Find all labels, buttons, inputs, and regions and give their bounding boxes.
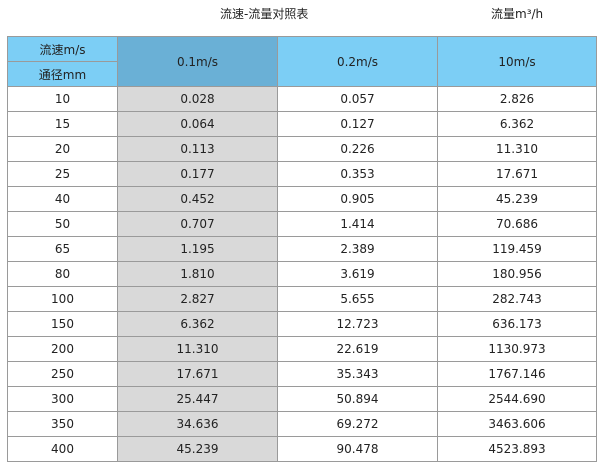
flow-cell: 12.723 [277, 311, 438, 337]
table-row: 80 1.810 3.619 180.956 [7, 261, 597, 287]
flow-cell: 1.195 [117, 236, 278, 262]
flow-cell: 25.447 [117, 386, 278, 412]
table-row: 10 0.028 0.057 2.826 [7, 86, 597, 112]
diameter-cell: 200 [7, 336, 118, 362]
velocity-header: 流速m/s [7, 36, 118, 62]
diameter-cell: 15 [7, 111, 118, 137]
flow-cell: 45.239 [117, 436, 278, 462]
table-row: 40 0.452 0.905 45.239 [7, 186, 597, 212]
flow-table: 流速m/s 0.1m/s 0.2m/s 10m/s 通径mm 10 0.028 0.… [7, 36, 597, 462]
flow-cell: 11.310 [117, 336, 278, 362]
flow-cell: 90.478 [277, 436, 438, 462]
flow-cell: 0.226 [277, 136, 438, 162]
table-row: 15 0.064 0.127 6.362 [7, 111, 597, 137]
flow-cell: 3.619 [277, 261, 438, 287]
diameter-header: 通径mm [7, 61, 118, 87]
flow-cell: 2.827 [117, 286, 278, 312]
flow-cell: 17.671 [437, 161, 597, 187]
table-row: 250 17.671 35.343 1767.146 [7, 361, 597, 387]
diameter-cell: 100 [7, 286, 118, 312]
table-row: 20 0.113 0.226 11.310 [7, 136, 597, 162]
flow-cell: 6.362 [437, 111, 597, 137]
flow-cell: 0.452 [117, 186, 278, 212]
flow-cell: 0.177 [117, 161, 278, 187]
table-row: 200 11.310 22.619 1130.973 [7, 336, 597, 362]
flow-cell: 0.057 [277, 86, 438, 112]
diameter-cell: 65 [7, 236, 118, 262]
flow-cell: 0.707 [117, 211, 278, 237]
table-row: 50 0.707 1.414 70.686 [7, 211, 597, 237]
flow-cell: 69.272 [277, 411, 438, 437]
diameter-cell: 10 [7, 86, 118, 112]
flow-cell: 0.353 [277, 161, 438, 187]
diameter-cell: 25 [7, 161, 118, 187]
flow-cell: 17.671 [117, 361, 278, 387]
flow-cell: 2.389 [277, 236, 438, 262]
flow-cell: 2.826 [437, 86, 597, 112]
flow-cell: 282.743 [437, 286, 597, 312]
flow-cell: 11.310 [437, 136, 597, 162]
flow-cell: 180.956 [437, 261, 597, 287]
flow-cell: 22.619 [277, 336, 438, 362]
diameter-cell: 350 [7, 411, 118, 437]
flow-cell: 0.127 [277, 111, 438, 137]
flow-cell: 0.028 [117, 86, 278, 112]
unit-label: 流量m³/h [491, 7, 544, 21]
diameter-cell: 150 [7, 311, 118, 337]
table-row: 400 45.239 90.478 4523.893 [7, 436, 597, 462]
flow-cell: 636.173 [437, 311, 597, 337]
flow-cell: 34.636 [117, 411, 278, 437]
diameter-cell: 250 [7, 361, 118, 387]
table-row: 100 2.827 5.655 282.743 [7, 286, 597, 312]
column-header: 0.2m/s [277, 36, 438, 87]
diameter-cell: 400 [7, 436, 118, 462]
table-row: 65 1.195 2.389 119.459 [7, 236, 597, 262]
column-header: 10m/s [437, 36, 597, 87]
flow-cell: 1.810 [117, 261, 278, 287]
table-row: 150 6.362 12.723 636.173 [7, 311, 597, 337]
table-row: 25 0.177 0.353 17.671 [7, 161, 597, 187]
flow-cell: 35.343 [277, 361, 438, 387]
header-row: 流速m/s 0.1m/s 0.2m/s 10m/s [7, 36, 597, 87]
flow-cell: 45.239 [437, 186, 597, 212]
flow-cell: 0.905 [277, 186, 438, 212]
diameter-cell: 50 [7, 211, 118, 237]
flow-cell: 119.459 [437, 236, 597, 262]
flow-cell: 6.362 [117, 311, 278, 337]
column-header: 0.1m/s [117, 36, 278, 87]
table-row: 350 34.636 69.272 3463.606 [7, 411, 597, 437]
flow-cell: 4523.893 [437, 436, 597, 462]
diameter-cell: 80 [7, 261, 118, 287]
header-row: 通径mm [7, 61, 597, 87]
table-row: 300 25.447 50.894 2544.690 [7, 386, 597, 412]
flow-cell: 70.686 [437, 211, 597, 237]
flow-cell: 5.655 [277, 286, 438, 312]
flow-cell: 0.113 [117, 136, 278, 162]
flow-cell: 1130.973 [437, 336, 597, 362]
diameter-cell: 300 [7, 386, 118, 412]
flow-cell: 2544.690 [437, 386, 597, 412]
flow-cell: 0.064 [117, 111, 278, 137]
flow-cell: 1767.146 [437, 361, 597, 387]
diameter-cell: 40 [7, 186, 118, 212]
table-title: 流速-流量对照表 [220, 7, 309, 21]
flow-cell: 1.414 [277, 211, 438, 237]
flow-cell: 50.894 [277, 386, 438, 412]
diameter-cell: 20 [7, 136, 118, 162]
flow-cell: 3463.606 [437, 411, 597, 437]
